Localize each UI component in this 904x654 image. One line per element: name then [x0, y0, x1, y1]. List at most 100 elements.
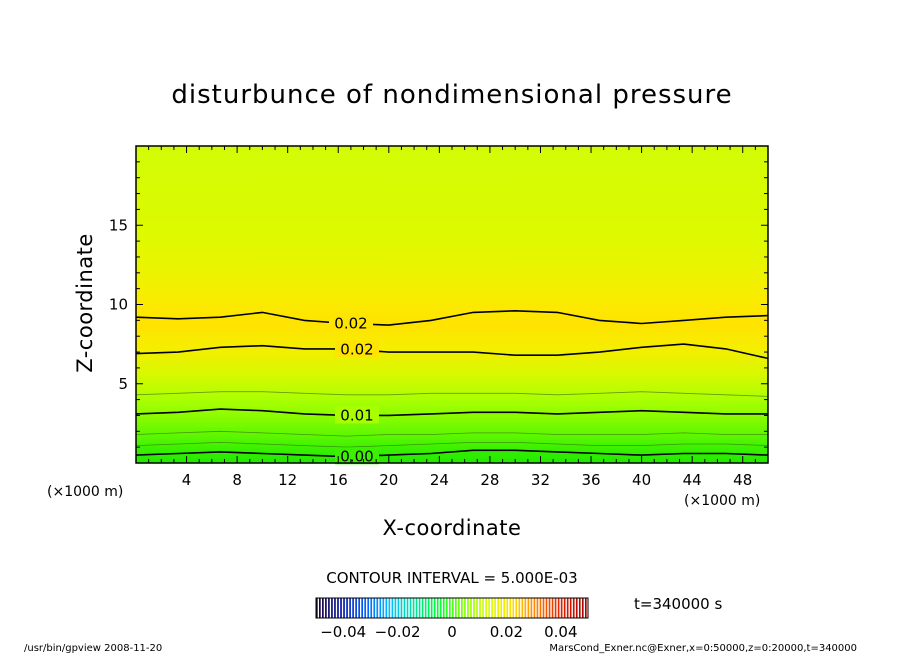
x-tick-label: 28 — [480, 471, 499, 489]
contour-label: 0.02 — [340, 341, 373, 359]
y-tick-label: 5 — [118, 375, 128, 393]
colorbar-stripe — [497, 598, 499, 618]
colorbar-tick-label: 0.04 — [544, 623, 577, 641]
y-unit-label: (×1000 m) — [47, 484, 123, 500]
colorbar-stripe — [566, 598, 569, 618]
colorbar-stripe — [376, 598, 379, 618]
colorbar-stripe — [445, 598, 448, 618]
colorbar-stripe — [448, 598, 451, 618]
colorbar-stripe — [397, 598, 400, 618]
colorbar-stripe — [343, 598, 345, 618]
colorbar-stripe — [373, 598, 376, 618]
colorbar-stripe — [349, 598, 351, 618]
contour-label-bg — [329, 314, 373, 332]
colorbar-stripe — [370, 598, 373, 618]
colorbar-stripe — [479, 598, 481, 618]
colorbar-stripe — [539, 598, 542, 618]
x-axis-label: X-coordinate — [383, 516, 522, 540]
x-unit-label: (×1000 m) — [684, 493, 760, 509]
colorbar-stripe — [364, 598, 367, 618]
colorbar-stripe — [337, 598, 339, 618]
colorbar-stripe — [569, 598, 572, 618]
colorbar-stripe — [319, 598, 321, 618]
colorbar-stripe — [584, 598, 587, 618]
colorbar-stripe — [382, 598, 385, 618]
colorbar-stripe — [509, 598, 512, 618]
x-tick-label: 40 — [632, 471, 651, 489]
colorbar-stripe — [367, 598, 370, 618]
colorbar-stripe — [430, 598, 433, 618]
colorbar-stripe — [385, 598, 388, 618]
colorbar-frame — [315, 597, 589, 619]
colorbar-stripe — [545, 598, 548, 618]
colorbar-stripe — [412, 598, 415, 618]
contour-label-bg — [335, 447, 379, 465]
thin-contour-line — [135, 430, 768, 437]
colorbar-stripe — [436, 598, 439, 618]
colorbar-stripe — [361, 598, 363, 618]
colorbar-stripe — [563, 598, 566, 618]
colorbar-stripe — [488, 598, 490, 618]
colorbar-stripe — [518, 598, 521, 618]
x-tick-label: 16 — [329, 471, 348, 489]
colorbar-stripe — [322, 598, 324, 618]
colorbar-tick-label: 0.02 — [490, 623, 523, 641]
x-axis-ticks: 4 8 12 16 20 24 28 32 36 40 44 48 — [135, 146, 769, 489]
footer-left: /usr/bin/gpview 2008-11-20 — [24, 643, 162, 654]
colorbar-stripe — [482, 598, 484, 618]
colorbar-stripe — [418, 598, 421, 618]
colorbar-stripe — [581, 598, 584, 618]
colorbar-stripe — [455, 598, 457, 618]
footer-right: MarsCond_Exner.nc@Exner,x=0:50000,z=0:20… — [549, 643, 857, 654]
colorbar-stripe — [473, 598, 475, 618]
x-tick-label: 36 — [581, 471, 600, 489]
y-axis-ticks: 5 10 15 — [109, 145, 768, 464]
colorbar-stripe — [400, 598, 403, 618]
colorbar-stripe — [452, 598, 454, 618]
colorbar-stripe — [334, 598, 336, 618]
colorbar-stripe — [340, 598, 342, 618]
x-tick-label: 12 — [278, 471, 297, 489]
colorbar-stripe — [560, 598, 563, 618]
colorbar-tick-label: 0 — [447, 623, 457, 641]
contour-label-bg — [335, 406, 379, 424]
colorbar-stripe — [394, 598, 397, 618]
contour-label: 0.02 — [334, 315, 367, 333]
colorbar-stripe — [527, 598, 530, 618]
colorbar-stripe — [325, 598, 327, 618]
thin-contours — [135, 391, 769, 448]
colorbar-stripe — [461, 598, 463, 618]
colorbar-stripe — [521, 598, 524, 618]
contour-interval: CONTOUR INTERVAL = 5.000E-03 — [326, 569, 577, 587]
colorbar-stripe — [316, 598, 318, 618]
colorbar-stripe — [533, 598, 536, 618]
colorbar-stripe — [575, 598, 578, 618]
colorbar-tick-label: −0.04 — [320, 623, 366, 641]
colorbar-stripe — [403, 598, 406, 618]
colorbar-stripe — [494, 598, 496, 618]
time-label: t=340000 s — [634, 595, 722, 613]
colorbar-tick-label: −0.02 — [375, 623, 421, 641]
contour-label-bg — [335, 340, 379, 358]
colorbar-stripe — [358, 598, 360, 618]
colorbar-stripe — [427, 598, 430, 618]
colorbar-stripe — [500, 598, 503, 618]
colorbar-stripe — [328, 598, 330, 618]
colorbar-stripe — [503, 598, 506, 618]
colorbar-stripe — [409, 598, 412, 618]
contour-line — [135, 309, 769, 326]
x-tick-label: 48 — [733, 471, 752, 489]
colorbar-stripe — [551, 598, 554, 618]
x-tick-label: 44 — [683, 471, 702, 489]
colorbar-stripe — [388, 598, 391, 618]
colorbar-stripe — [506, 598, 509, 618]
x-tick-label: 20 — [379, 471, 398, 489]
colorbar-stripe — [439, 598, 442, 618]
plot-area: 0.020.020.010.00 4 8 12 16 20 24 28 32 36 40 44 48 … — [109, 145, 769, 489]
colorbar-stripe — [379, 598, 382, 618]
x-tick-label: 4 — [182, 471, 192, 489]
colorbar-stripe — [512, 598, 515, 618]
colorbar-stripe — [485, 598, 487, 618]
y-tick-label: 10 — [109, 296, 128, 314]
